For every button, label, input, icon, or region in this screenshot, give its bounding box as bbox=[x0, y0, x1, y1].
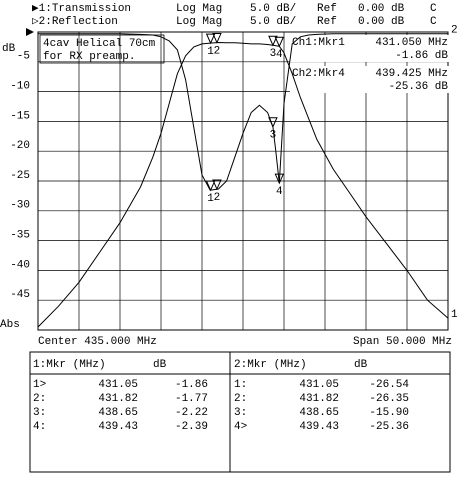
header-text: Log Mag bbox=[176, 16, 222, 28]
table-cell: 4> bbox=[234, 421, 247, 433]
y-tick-label: -30 bbox=[10, 200, 30, 212]
y-tick-label: -5 bbox=[17, 51, 30, 63]
table-cell: -26.35 bbox=[369, 393, 409, 405]
marker-label: 4 bbox=[276, 49, 283, 61]
y-tick-label: -20 bbox=[10, 140, 30, 152]
reference-arrow bbox=[26, 28, 34, 36]
table-cell: 3: bbox=[33, 407, 46, 419]
marker bbox=[205, 33, 216, 45]
readout-bg bbox=[290, 35, 450, 62]
header-text: C bbox=[430, 16, 437, 28]
readout-frequency: 431.050 MHz bbox=[375, 37, 448, 49]
annotation: for RX preamp. bbox=[43, 51, 135, 63]
table-cell: 3: bbox=[234, 407, 247, 419]
trace bbox=[37, 41, 449, 328]
header-text: C bbox=[430, 3, 437, 15]
trace bbox=[38, 33, 448, 191]
trace-end-label: 1 bbox=[451, 309, 458, 321]
header-text: ▷2:Reflection bbox=[32, 16, 118, 28]
annotation: 4cav Helical 70cm bbox=[43, 38, 156, 50]
readout-value: -25.36 dB bbox=[389, 81, 449, 93]
y-tick-label: -35 bbox=[10, 230, 30, 242]
span-label: Span 50.000 MHz bbox=[353, 336, 452, 348]
marker bbox=[274, 36, 285, 48]
marker-label: 2 bbox=[214, 45, 221, 57]
table-header: 1:Mkr (MHz) bbox=[33, 359, 106, 371]
table-cell: 439.43 bbox=[98, 421, 138, 433]
header-text: Ref bbox=[317, 3, 337, 15]
table-cell: -2.22 bbox=[175, 407, 208, 419]
trace-end-label: 2 bbox=[451, 25, 458, 37]
table-cell: 1> bbox=[33, 379, 46, 391]
table-cell: -1.86 bbox=[175, 379, 208, 391]
header-text: 0.00 dB bbox=[358, 3, 405, 15]
marker bbox=[212, 179, 222, 191]
table-cell: 4: bbox=[33, 421, 46, 433]
marker bbox=[274, 173, 285, 185]
marker bbox=[268, 35, 278, 47]
table-cell: 1: bbox=[234, 379, 247, 391]
readout-name: Ch1:Mkr1 bbox=[292, 37, 345, 49]
y-tick-label: -10 bbox=[10, 81, 30, 93]
readout-bg bbox=[290, 66, 450, 93]
readout-value: -1.86 dB bbox=[395, 50, 448, 62]
y-tick-label: -45 bbox=[10, 289, 30, 301]
table-header: dB bbox=[354, 359, 368, 371]
table-cell: 431.82 bbox=[299, 393, 339, 405]
table-box bbox=[229, 351, 451, 473]
readout-frequency: 439.425 MHz bbox=[375, 68, 448, 80]
header-text: 0.00 dB bbox=[358, 16, 405, 28]
header-text: Log Mag bbox=[176, 3, 222, 15]
marker bbox=[205, 180, 216, 192]
readout-name: Ch2:Mkr4 bbox=[292, 68, 345, 80]
table-cell: 438.65 bbox=[299, 407, 339, 419]
marker bbox=[268, 117, 278, 128]
annotation-box bbox=[39, 34, 165, 64]
table-cell: 431.82 bbox=[98, 393, 138, 405]
table-cell: -25.36 bbox=[369, 421, 409, 433]
table-header: 2:Mkr (MHz) bbox=[234, 359, 307, 371]
table-cell: 438.65 bbox=[98, 407, 138, 419]
marker-label: 3 bbox=[270, 48, 277, 60]
table-cell: 431.05 bbox=[98, 379, 138, 391]
marker-label: 1 bbox=[207, 193, 214, 205]
marker-label: 3 bbox=[270, 130, 277, 142]
marker-label: 2 bbox=[214, 192, 221, 204]
y-tick-label: -40 bbox=[10, 259, 30, 271]
header-text: 5.0 dB/ bbox=[250, 3, 296, 15]
header-text: ▶1:Transmission bbox=[32, 3, 131, 15]
marker-label: 1 bbox=[207, 46, 214, 58]
header-text: 5.0 dB/ bbox=[250, 16, 296, 28]
y-tick-label: Abs bbox=[0, 319, 20, 331]
table-header: dB bbox=[153, 359, 167, 371]
table-cell: 439.43 bbox=[299, 421, 339, 433]
y-tick-label: -15 bbox=[10, 110, 30, 122]
center-label: Center 435.000 MHz bbox=[38, 336, 157, 348]
table-cell: -2.39 bbox=[175, 421, 208, 433]
y-axis-label: dB bbox=[2, 43, 16, 55]
header-text: Ref bbox=[317, 16, 337, 28]
table-cell: -1.77 bbox=[175, 393, 208, 405]
y-tick-label: -25 bbox=[10, 170, 30, 182]
table-cell: -15.90 bbox=[369, 407, 409, 419]
table-cell: 2: bbox=[234, 393, 247, 405]
table-cell: 2: bbox=[33, 393, 46, 405]
marker-label: 4 bbox=[276, 186, 283, 198]
marker bbox=[212, 33, 222, 44]
table-cell: -26.54 bbox=[369, 379, 409, 391]
table-cell: 431.05 bbox=[299, 379, 339, 391]
